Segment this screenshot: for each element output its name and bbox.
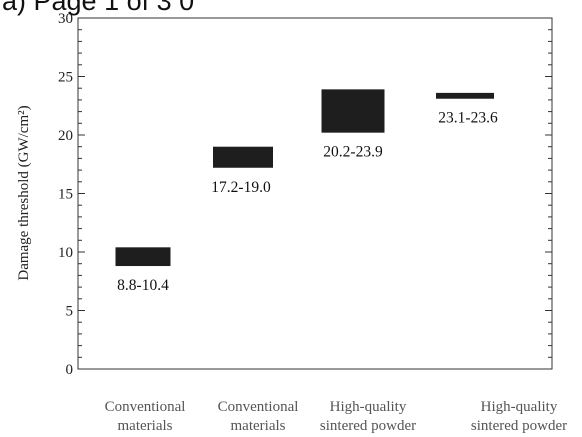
y-axis: 0 5 10 15 20 25 30: [58, 11, 552, 378]
category-label: Conventional: [218, 399, 299, 415]
category-label: materials: [118, 418, 173, 434]
category-label: sintered powder: [471, 418, 567, 434]
y-tick-label: 5: [66, 304, 74, 320]
range-bar: [213, 146, 273, 168]
bar-data-label: 17.2-19.0: [211, 179, 271, 196]
y-tick-label: 15: [58, 187, 73, 203]
range-bar: [436, 92, 494, 99]
y-axis-label: Damage threshold (GW/cm²): [16, 105, 32, 280]
data-labels: 8.8-10.4 17.2-19.0 20.2-23.9 23.1-23.6: [117, 110, 498, 294]
range-bar: [115, 247, 171, 267]
bar-data-label: 8.8-10.4: [117, 277, 169, 294]
category-label: Conventional: [105, 399, 186, 415]
range-bar: [321, 89, 385, 133]
page-header-fragment: a) Page 1 of 3 0: [2, 0, 195, 16]
y-tick-label: 10: [58, 245, 73, 261]
y-tick-label: 20: [58, 128, 73, 144]
plot-frame: [77, 17, 553, 370]
category-label: High-quality: [330, 399, 407, 415]
y-tick-label: 0: [66, 362, 74, 378]
y-tick-label: 25: [58, 70, 73, 86]
category-label: materials: [231, 418, 286, 434]
category-label: sintered powder: [320, 418, 416, 434]
y-tick-label: 30: [58, 11, 73, 27]
category-label: High-quality: [481, 399, 558, 415]
range-bars: [115, 89, 494, 267]
category-labels: Conventional materials Conventional materia…: [105, 399, 568, 434]
bar-data-label: 20.2-23.9: [323, 144, 383, 161]
bar-data-label: 23.1-23.6: [438, 110, 498, 127]
